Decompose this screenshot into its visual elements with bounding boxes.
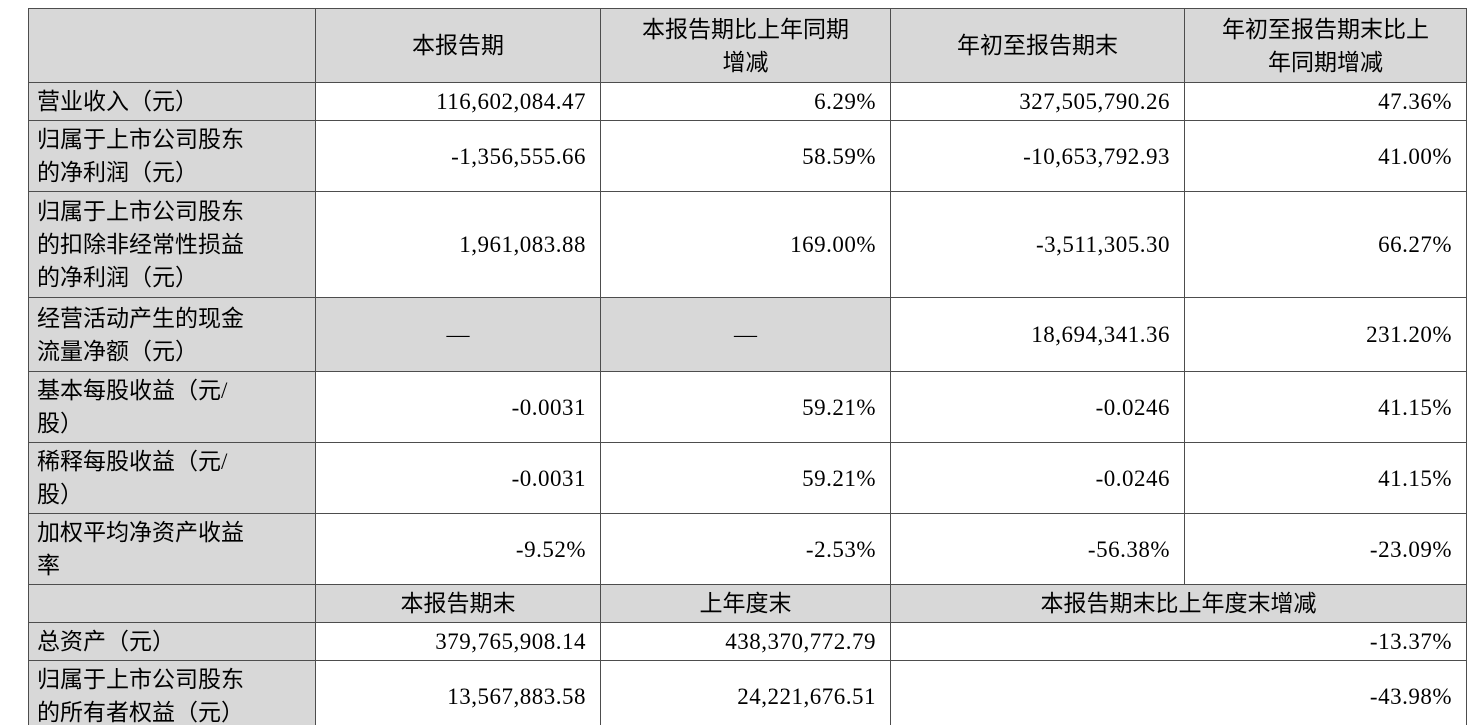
table-subheader-row: 本报告期末 上年度末 本报告期末比上年度末增减 (28, 584, 1467, 623)
cell-value: 66.27% (1184, 191, 1467, 298)
row-label: 稀释每股收益（元/股） (28, 442, 316, 514)
cell-value: -23.09% (1184, 513, 1467, 585)
cell-value: -9.52% (315, 513, 601, 585)
row-equity-attributable: 归属于上市公司股东的所有者权益（元） 13,567,883.58 24,221,… (28, 660, 1467, 725)
cell-value: -0.0031 (315, 371, 601, 443)
header-empty-cell (28, 8, 316, 83)
cell-value: 59.21% (600, 442, 891, 514)
cell-value: -43.98% (890, 660, 1467, 725)
cell-value: 59.21% (600, 371, 891, 443)
cell-value: -3,511,305.30 (890, 191, 1185, 298)
cell-dash: — (315, 297, 601, 372)
cell-value: -10,653,792.93 (890, 120, 1185, 192)
row-operating-cash-flow: 经营活动产生的现金流量净额（元） — — 18,694,341.36 231.2… (28, 297, 1467, 372)
row-net-profit-excl-nonrecurring: 归属于上市公司股东的扣除非经常性损益的净利润（元） 1,961,083.88 1… (28, 191, 1467, 298)
row-label: 归属于上市公司股东的净利润（元） (28, 120, 316, 192)
row-weighted-avg-roe: 加权平均净资产收益率 -9.52% -2.53% -56.38% -23.09% (28, 513, 1467, 585)
cell-dash: — (600, 297, 891, 372)
row-label: 总资产（元） (28, 622, 316, 661)
cell-value: 18,694,341.36 (890, 297, 1185, 372)
subheader-change-vs-prior-year-end: 本报告期末比上年度末增减 (890, 584, 1467, 623)
cell-value: -2.53% (600, 513, 891, 585)
cell-value: -56.38% (890, 513, 1185, 585)
subheader-empty-cell (28, 584, 316, 623)
cell-value: -13.37% (890, 622, 1467, 661)
cell-value: 231.20% (1184, 297, 1467, 372)
header-ytd-yoy-change: 年初至报告期末比上年同期增减 (1184, 8, 1467, 83)
row-label: 基本每股收益（元/股） (28, 371, 316, 443)
subheader-end-of-prior-year: 上年度末 (600, 584, 891, 623)
header-current-period-yoy-change: 本报告期比上年同期增减 (600, 8, 891, 83)
cell-value: 327,505,790.26 (890, 82, 1185, 121)
row-total-assets: 总资产（元） 379,765,908.14 438,370,772.79 -13… (28, 622, 1467, 661)
financial-summary-table: 本报告期 本报告期比上年同期增减 年初至报告期末 年初至报告期末比上年同期增减 … (28, 8, 1467, 725)
cell-value: 169.00% (600, 191, 891, 298)
cell-value: 1,961,083.88 (315, 191, 601, 298)
cell-value: -0.0031 (315, 442, 601, 514)
cell-value: -0.0246 (890, 371, 1185, 443)
header-current-period: 本报告期 (315, 8, 601, 83)
row-label: 加权平均净资产收益率 (28, 513, 316, 585)
cell-value: -1,356,555.66 (315, 120, 601, 192)
row-basic-eps: 基本每股收益（元/股） -0.0031 59.21% -0.0246 41.15… (28, 371, 1467, 443)
cell-value: 13,567,883.58 (315, 660, 601, 725)
row-label: 营业收入（元） (28, 82, 316, 121)
cell-value: 116,602,084.47 (315, 82, 601, 121)
cell-value: 438,370,772.79 (600, 622, 891, 661)
row-label: 归属于上市公司股东的所有者权益（元） (28, 660, 316, 725)
cell-value: 24,221,676.51 (600, 660, 891, 725)
row-label: 经营活动产生的现金流量净额（元） (28, 297, 316, 372)
cell-value: 41.00% (1184, 120, 1467, 192)
cell-value: 41.15% (1184, 371, 1467, 443)
cell-value: 6.29% (600, 82, 891, 121)
cell-value: 41.15% (1184, 442, 1467, 514)
table-header-row: 本报告期 本报告期比上年同期增减 年初至报告期末 年初至报告期末比上年同期增减 (28, 8, 1467, 83)
row-label: 归属于上市公司股东的扣除非经常性损益的净利润（元） (28, 191, 316, 298)
row-net-profit-attributable: 归属于上市公司股东的净利润（元） -1,356,555.66 58.59% -1… (28, 120, 1467, 192)
cell-value: 379,765,908.14 (315, 622, 601, 661)
row-operating-revenue: 营业收入（元） 116,602,084.47 6.29% 327,505,790… (28, 82, 1467, 121)
row-diluted-eps: 稀释每股收益（元/股） -0.0031 59.21% -0.0246 41.15… (28, 442, 1467, 514)
cell-value: 58.59% (600, 120, 891, 192)
cell-value: 47.36% (1184, 82, 1467, 121)
subheader-end-of-period: 本报告期末 (315, 584, 601, 623)
header-year-to-date: 年初至报告期末 (890, 8, 1185, 83)
cell-value: -0.0246 (890, 442, 1185, 514)
